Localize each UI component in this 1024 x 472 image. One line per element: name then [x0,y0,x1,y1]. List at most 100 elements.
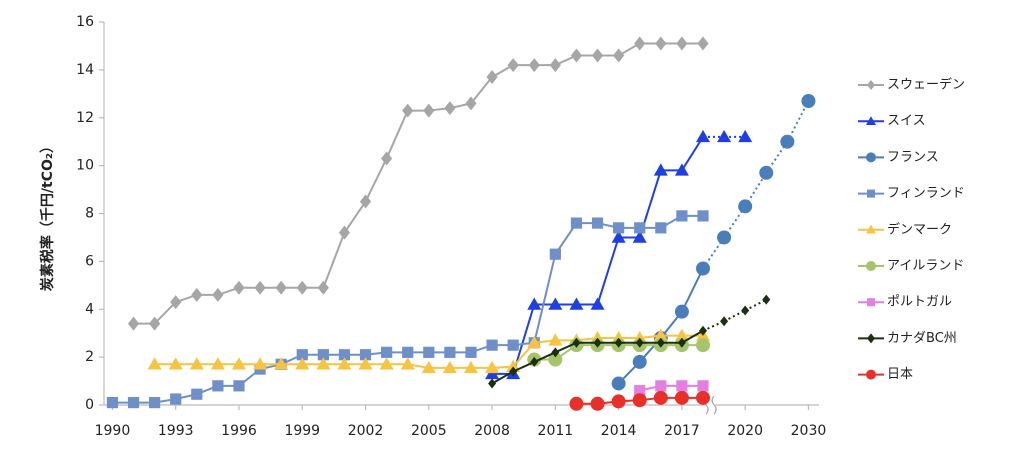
line-segment [723,309,746,323]
marker [548,333,563,346]
marker [442,360,457,374]
marker [233,280,245,295]
x-tick-label: 1999 [284,423,320,439]
marker [423,103,435,118]
series [569,390,710,411]
marker [695,390,710,405]
marker [170,295,182,310]
line-segment [153,301,177,325]
y-tick-label: 14 [76,62,94,78]
marker [507,58,519,73]
marker [867,80,875,90]
y-tick-label: 8 [85,206,94,222]
marker [653,328,668,341]
marker [486,70,498,85]
legend-label: カナダBC州 [887,331,957,346]
marker [548,297,563,310]
marker [465,96,477,111]
series [485,129,753,380]
marker [866,261,876,271]
line-segment [554,341,577,354]
marker [590,297,605,310]
marker [569,297,584,310]
marker [655,36,667,51]
marker [549,248,561,260]
marker [296,280,308,295]
marker [463,360,478,374]
y-axis-label: 炭素税率（千円/tCO₂） [39,139,56,291]
marker [210,357,225,370]
marker [593,337,602,348]
marker [653,390,668,405]
line-segment [744,298,767,312]
marker [674,328,689,341]
marker [677,337,686,348]
marker [695,261,710,276]
line-segment [385,110,409,159]
marker [635,337,644,348]
x-tick-label: 2005 [411,423,447,439]
marker [674,390,689,405]
marker [275,280,287,295]
y-tick-label: 10 [76,158,94,174]
marker [127,316,140,331]
marker [866,152,876,163]
marker [444,101,456,116]
marker [738,199,753,214]
marker [400,357,415,370]
marker [611,376,626,391]
marker [106,397,119,409]
legend-label: スイス [887,114,926,129]
marker [253,357,268,370]
marker [591,217,604,229]
series [611,93,816,391]
x-tick-label: 2020 [727,423,763,439]
marker [674,163,689,176]
marker [212,287,224,302]
marker [317,280,329,295]
marker [549,58,561,73]
marker [527,335,542,349]
marker [296,349,308,361]
marker [402,346,414,358]
line-segment [681,329,704,344]
marker [655,380,667,392]
marker [676,380,688,392]
y-tick-label: 0 [85,397,94,413]
legend-label: フィンランド [887,186,965,201]
marker [697,210,709,222]
marker [738,129,753,143]
marker [379,357,394,370]
x-tick-label: 1993 [158,423,194,439]
marker [381,151,393,166]
x-tick-label: 2030 [791,423,827,439]
marker [168,357,183,370]
marker [762,294,771,305]
line-segment [322,232,346,289]
marker [741,305,750,316]
marker [867,298,875,307]
marker [317,349,329,361]
marker [423,346,435,358]
line-segment [596,237,620,305]
legend-label: デンマーク [887,221,952,237]
marker [572,337,581,348]
marker [295,357,310,370]
marker [149,397,161,409]
marker [147,357,162,370]
marker [421,360,436,374]
axis-break-gap [707,395,716,415]
marker [698,325,707,336]
marker [676,36,688,51]
series [634,380,709,397]
marker [717,129,732,143]
marker [867,333,875,344]
marker [613,222,625,234]
marker [381,346,393,358]
series [147,328,710,374]
marker [149,316,161,331]
series [106,210,709,409]
marker [695,129,710,143]
marker [488,378,497,389]
marker [634,36,646,51]
